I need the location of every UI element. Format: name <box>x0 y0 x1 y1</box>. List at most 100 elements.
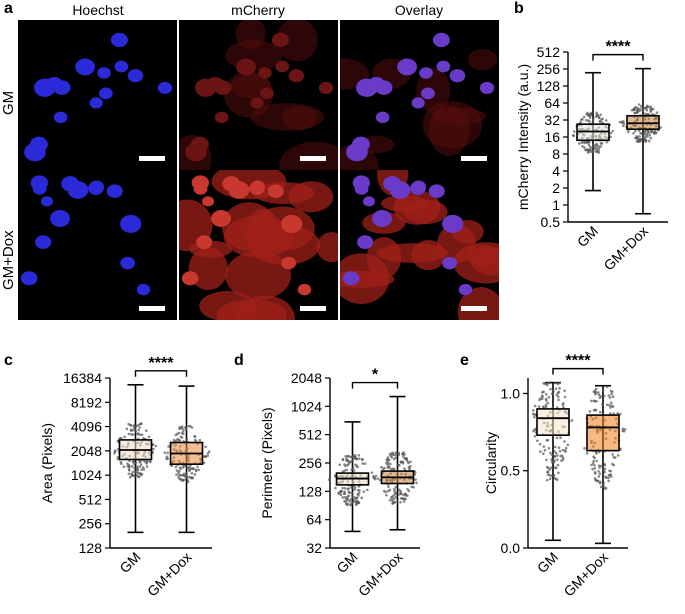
y-tick-label-e: 0.5 <box>501 463 521 479</box>
data-point-e <box>557 395 560 398</box>
data-point-b <box>642 106 646 110</box>
data-point-c <box>139 472 142 475</box>
data-point-e <box>544 392 548 396</box>
data-point-c <box>187 475 191 479</box>
data-point-d <box>385 493 388 497</box>
data-point-e <box>594 408 598 412</box>
data-point-d <box>357 494 360 497</box>
data-point-b <box>582 115 586 119</box>
data-point-d <box>397 493 400 496</box>
data-point-e <box>592 399 596 403</box>
data-point-c <box>113 451 116 455</box>
data-point-e <box>602 485 605 488</box>
data-point-c <box>190 476 193 479</box>
data-point-c <box>116 455 120 459</box>
data-point-e <box>611 453 615 456</box>
data-point-b <box>599 145 603 148</box>
data-point-b <box>644 138 647 142</box>
data-point-b <box>620 120 624 124</box>
y-tick-label-b: 128 <box>537 78 561 94</box>
data-point-b <box>595 113 599 117</box>
category-label-d: GM <box>333 549 360 576</box>
data-point-e <box>590 399 593 403</box>
data-point-e <box>602 481 606 485</box>
data-point-d <box>401 496 404 500</box>
data-point-c <box>127 422 130 426</box>
data-point-e <box>548 468 551 472</box>
y-tick-label-b: 0.5 <box>541 214 561 230</box>
data-point-b <box>637 103 641 106</box>
data-point-e <box>603 487 607 490</box>
data-point-e <box>554 466 558 470</box>
data-point-d <box>348 460 352 464</box>
data-point-c <box>167 445 170 448</box>
data-point-c <box>178 439 182 442</box>
panel-d-letter: d <box>234 352 244 369</box>
y-tick-label-d: 2048 <box>291 370 322 386</box>
data-point-b <box>633 108 636 111</box>
significance-bracket-b <box>592 53 644 61</box>
data-point-d <box>352 500 355 503</box>
y-tick-label-d: 256 <box>299 455 323 471</box>
data-point-b <box>641 109 645 112</box>
data-point-b <box>588 148 592 152</box>
data-point-d <box>400 460 403 464</box>
data-point-c <box>182 478 186 482</box>
data-point-e <box>609 389 613 393</box>
data-point-c <box>138 433 142 437</box>
data-point-d <box>382 489 386 493</box>
data-point-d <box>348 503 352 506</box>
data-point-e <box>548 474 552 477</box>
data-point-d <box>353 496 356 499</box>
data-point-c <box>123 435 126 439</box>
data-point-b <box>577 142 581 145</box>
data-point-b <box>593 147 597 150</box>
data-point-c <box>152 447 155 451</box>
data-point-e <box>591 467 594 471</box>
data-point-d <box>346 498 349 502</box>
data-point-c <box>172 438 176 442</box>
column-header-overlay: Overlay <box>394 2 444 18</box>
data-point-d <box>343 486 347 490</box>
data-point-b <box>581 144 584 148</box>
data-point-d <box>344 455 347 458</box>
data-point-c <box>190 472 194 475</box>
data-point-e <box>603 462 606 466</box>
data-point-d <box>360 496 364 500</box>
data-point-e <box>598 410 602 414</box>
data-point-e <box>549 451 552 455</box>
data-point-b <box>622 122 626 126</box>
data-point-d <box>344 464 347 468</box>
data-point-d <box>404 492 407 496</box>
data-point-d <box>344 500 347 504</box>
data-point-e <box>564 450 567 453</box>
data-point-e <box>609 401 613 405</box>
data-point-e <box>564 446 568 450</box>
data-point-b <box>605 140 609 144</box>
data-point-c <box>179 467 182 471</box>
data-point-e <box>562 405 565 409</box>
data-point-c <box>196 465 199 469</box>
data-point-d <box>404 497 407 501</box>
data-point-b <box>653 131 656 135</box>
data-point-c <box>132 460 135 464</box>
data-point-e <box>594 478 597 482</box>
data-point-c <box>137 475 141 479</box>
category-label-e: GM <box>534 549 561 576</box>
data-point-e <box>566 443 570 447</box>
data-point-e <box>570 419 574 422</box>
data-point-e <box>607 479 610 483</box>
data-point-e <box>596 391 600 394</box>
data-point-d <box>400 492 403 495</box>
data-point-b <box>587 140 591 144</box>
data-point-d <box>394 451 398 454</box>
data-point-e <box>555 451 558 455</box>
data-point-e <box>549 387 552 391</box>
significance-label-c: **** <box>149 355 175 372</box>
data-point-c <box>145 462 148 465</box>
data-point-e <box>542 445 546 448</box>
data-point-d <box>356 499 359 503</box>
y-tick-label-e: 1.0 <box>501 385 521 401</box>
data-point-d <box>401 452 404 456</box>
data-point-b <box>604 119 608 122</box>
